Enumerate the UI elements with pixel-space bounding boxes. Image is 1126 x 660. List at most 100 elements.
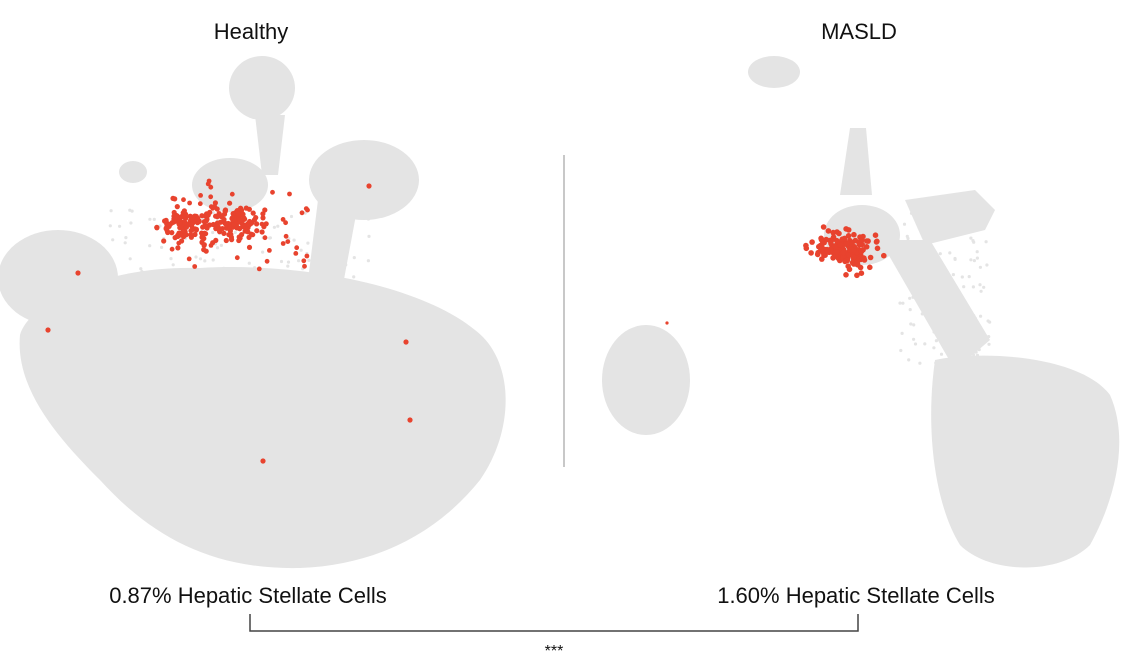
- background-cell: [169, 257, 173, 261]
- background-cell: [292, 238, 296, 242]
- background-cell: [299, 248, 303, 252]
- background-cell: [186, 273, 190, 277]
- background-cell: [908, 308, 912, 312]
- background-cell: [955, 305, 959, 309]
- stellate-cell: [824, 248, 831, 255]
- background-cell: [918, 361, 922, 365]
- background-cell: [945, 286, 949, 290]
- background-cell: [962, 354, 966, 358]
- background-cell: [957, 329, 961, 333]
- background-cell: [247, 261, 251, 265]
- stellate-cell: [172, 196, 178, 202]
- background-cell: [328, 327, 332, 331]
- background-cell: [914, 252, 918, 256]
- healthy-cluster-upper-right: [309, 140, 419, 220]
- background-cell: [280, 271, 284, 275]
- stellate-cell: [283, 220, 288, 226]
- background-cell: [345, 317, 349, 321]
- stellate-cell: [219, 226, 225, 232]
- stellate-cell: [260, 215, 266, 221]
- background-cell: [219, 243, 223, 247]
- background-cell: [948, 251, 952, 255]
- background-cell: [128, 301, 132, 305]
- background-cell: [911, 295, 915, 299]
- background-cell: [171, 263, 175, 267]
- background-cell: [937, 335, 942, 339]
- background-cell: [956, 357, 960, 361]
- stellate-cell: [831, 243, 838, 249]
- background-cell: [335, 240, 339, 245]
- stellate-cell: [188, 234, 194, 240]
- stellate-cell: [256, 266, 262, 272]
- background-cell: [292, 297, 296, 301]
- background-cell: [194, 255, 198, 259]
- background-cell: [128, 257, 132, 261]
- background-cell: [952, 228, 956, 232]
- background-cell: [122, 300, 126, 304]
- background-cell: [909, 322, 913, 326]
- stellate-cell: [204, 216, 210, 222]
- stellate-cell: [850, 254, 857, 260]
- stellate-cell: [874, 238, 880, 245]
- stellate-cell: [860, 247, 866, 253]
- background-cell: [342, 307, 346, 311]
- stellate-cell: [839, 236, 846, 242]
- stellate-cell: [403, 339, 409, 345]
- background-cell: [366, 217, 370, 221]
- background-cell: [928, 228, 932, 232]
- background-cell: [198, 257, 203, 261]
- background-cell: [364, 327, 368, 331]
- background-cell: [934, 361, 938, 365]
- stellate-cell: [181, 197, 186, 203]
- background-cell: [913, 342, 918, 346]
- stellate-cell: [202, 242, 207, 248]
- stellate-cell: [840, 249, 847, 256]
- background-cell: [966, 312, 970, 317]
- stellate-cell: [240, 211, 246, 217]
- stellate-cell: [246, 244, 253, 250]
- background-cell: [148, 217, 152, 221]
- stellate-cell: [187, 200, 193, 206]
- background-cell: [272, 225, 276, 229]
- stellate-cell: [260, 458, 266, 464]
- stellate-cell: [227, 200, 233, 206]
- background-cell: [239, 291, 243, 295]
- background-cell: [972, 220, 976, 224]
- background-cell: [971, 336, 975, 341]
- background-cell: [276, 224, 280, 228]
- background-cell: [109, 209, 113, 213]
- background-cell: [975, 209, 979, 213]
- background-cell: [111, 238, 115, 242]
- background-cell: [203, 259, 207, 263]
- background-cell: [160, 245, 164, 249]
- background-cell: [318, 325, 322, 329]
- background-cell: [109, 318, 113, 322]
- background-cell: [306, 241, 310, 245]
- stellate-cell: [154, 225, 160, 231]
- background-cell: [326, 248, 330, 252]
- background-cell: [969, 236, 973, 240]
- stellate-cell: [199, 230, 205, 236]
- stellate-cell: [45, 327, 51, 333]
- stellate-cell: [825, 228, 832, 234]
- background-cell: [123, 241, 127, 245]
- stellate-cell: [183, 232, 189, 238]
- healthy-cluster-top: [229, 56, 295, 120]
- background-cell: [322, 318, 326, 322]
- background-cell: [898, 301, 902, 305]
- background-cell: [233, 230, 237, 235]
- background-cell: [938, 211, 943, 215]
- stellate-cell: [236, 237, 242, 244]
- stellate-cell: [174, 213, 180, 219]
- background-cell: [924, 199, 928, 203]
- background-cell: [237, 275, 241, 279]
- stellate-cell: [210, 205, 216, 211]
- background-cell: [913, 271, 917, 275]
- background-cell: [953, 339, 957, 343]
- background-cell: [211, 230, 215, 235]
- stellate-cell: [181, 214, 187, 220]
- background-cell: [969, 258, 973, 262]
- background-cell: [920, 312, 924, 316]
- background-cell: [367, 234, 371, 238]
- stellate-cell: [250, 210, 256, 216]
